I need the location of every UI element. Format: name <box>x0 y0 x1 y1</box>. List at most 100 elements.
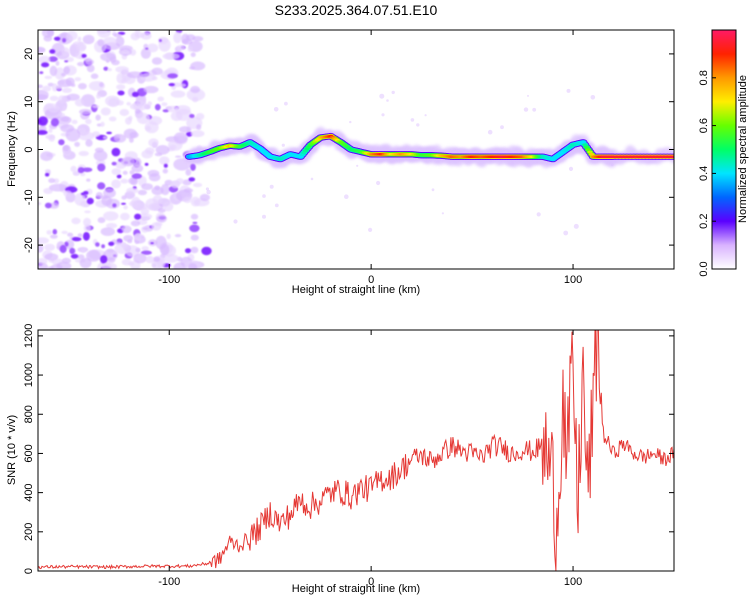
noise-blob <box>157 208 166 213</box>
noise-blob <box>79 108 92 115</box>
noise-blob <box>132 91 139 98</box>
noise-blob <box>145 47 149 50</box>
noise-blob <box>134 30 141 34</box>
ridge-core <box>302 149 309 152</box>
noise-blob <box>126 71 143 79</box>
spectrogram-x-ticks: -100 0 100 <box>158 30 582 286</box>
noise-blob <box>141 246 149 251</box>
noise-speck <box>274 203 279 208</box>
noise-blob <box>114 243 131 254</box>
colorbar-gradient <box>711 29 737 270</box>
noise-blob <box>168 83 175 87</box>
noise-blob <box>121 78 127 84</box>
noise-blob <box>121 202 126 205</box>
y-tick-label: 0 <box>23 146 35 152</box>
noise-blob <box>162 109 169 113</box>
noise-blob <box>119 108 130 117</box>
noise-speck <box>523 107 529 112</box>
noise-blob <box>199 193 211 202</box>
colorbar-tick-label: 0.4 <box>698 166 710 181</box>
noise-blob <box>156 214 167 223</box>
noise-speck <box>344 194 349 199</box>
noise-speck <box>356 164 359 167</box>
noise-blob <box>140 250 152 255</box>
noise-blob <box>80 192 85 196</box>
noise-blob <box>123 235 134 242</box>
ridge-core <box>301 151 307 154</box>
noise-blob <box>148 173 161 182</box>
noise-speck <box>386 99 389 102</box>
noise-blob <box>187 45 193 52</box>
noise-speck <box>379 93 385 99</box>
noise-speck <box>573 223 579 229</box>
noise-speck <box>205 187 209 191</box>
noise-speck <box>424 114 427 117</box>
noise-blob <box>179 126 191 133</box>
noise-speck <box>563 230 569 236</box>
noise-speck <box>281 143 285 147</box>
noise-blob <box>190 130 205 138</box>
noise-blob <box>74 193 86 206</box>
noise-blob <box>105 95 120 107</box>
noise-blob <box>137 213 153 220</box>
noise-speck <box>566 88 571 93</box>
ridge-core <box>582 143 588 146</box>
noise-blob <box>86 178 91 182</box>
noise-speck <box>269 184 274 189</box>
noise-blob <box>86 64 95 73</box>
noise-blob <box>111 168 122 176</box>
noise-blob <box>145 255 154 264</box>
noise-blob <box>97 217 106 224</box>
noise-blob <box>115 66 129 73</box>
noise-blob <box>190 196 201 207</box>
noise-blob <box>48 128 53 134</box>
x-tick-label: -100 <box>158 274 180 286</box>
noise-blob <box>66 31 78 41</box>
noise-blob <box>106 222 118 229</box>
noise-blob <box>190 246 199 254</box>
noise-blob <box>163 201 174 212</box>
noise-blob <box>61 87 72 94</box>
noise-blob <box>129 131 139 139</box>
noise-blob <box>101 262 117 269</box>
noise-blob <box>57 95 66 104</box>
noise-blob <box>134 233 142 241</box>
noise-blob <box>38 130 48 135</box>
noise-blob <box>124 117 132 125</box>
noise-blob <box>157 96 165 102</box>
noise-blob <box>50 234 58 239</box>
spectrogram-y-label: Frequency (Hz) <box>6 111 18 187</box>
noise-blob <box>46 30 54 37</box>
noise-blob <box>121 49 129 55</box>
noise-blob <box>63 66 70 75</box>
noise-blob <box>71 237 82 242</box>
noise-blob <box>102 136 108 140</box>
noise-blob <box>72 170 80 176</box>
noise-blob <box>77 36 82 42</box>
noise-blob <box>131 164 144 173</box>
noise-blob <box>175 155 182 158</box>
noise-blob <box>38 237 49 244</box>
noise-blob <box>78 150 89 157</box>
noise-blob <box>45 172 50 177</box>
ridge-core <box>580 141 586 144</box>
noise-blob <box>134 109 141 114</box>
noise-blob <box>111 179 121 189</box>
noise-speck <box>431 188 435 192</box>
noise-speck <box>206 189 211 195</box>
noise-speck <box>532 107 537 112</box>
noise-blob <box>47 266 54 269</box>
noise-blob <box>38 116 48 126</box>
noise-blob <box>108 241 115 246</box>
noise-blob <box>108 116 117 122</box>
noise-blob <box>86 197 94 205</box>
ridge-core <box>585 148 591 151</box>
noise-blob <box>130 220 141 227</box>
noise-blob <box>142 227 149 230</box>
noise-blob <box>137 189 147 196</box>
noise-speck <box>349 120 352 124</box>
noise-blob <box>49 95 59 101</box>
noise-blob <box>146 43 159 53</box>
